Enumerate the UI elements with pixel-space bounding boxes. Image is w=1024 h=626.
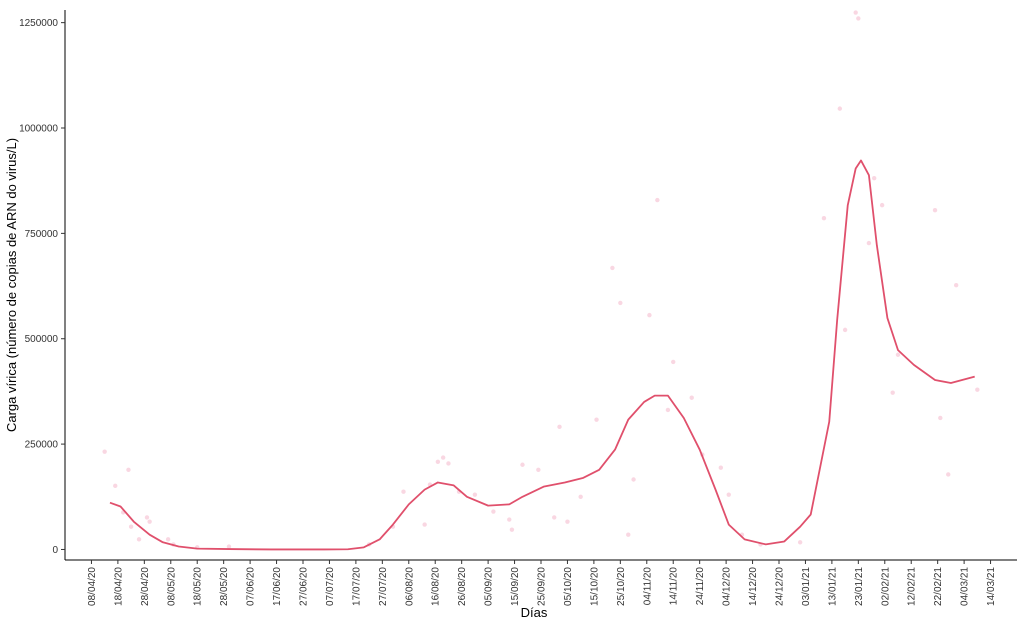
data-point [872, 175, 877, 181]
y-axis-title: Carga vírica (número de copias de ARN do… [4, 138, 19, 432]
data-point [165, 537, 171, 542]
data-point [626, 532, 631, 537]
y-tick-label: 500000 [25, 334, 59, 345]
x-tick-label: 23/01/21 [854, 567, 865, 606]
data-point [136, 537, 142, 542]
x-tick-label: 26/08/20 [457, 567, 468, 606]
data-point [647, 312, 652, 318]
trend-line [109, 159, 975, 551]
data-point [509, 527, 515, 532]
x-tick-label: 08/04/20 [87, 567, 98, 606]
x-tick-label: 14/03/21 [986, 567, 997, 606]
data-point [665, 407, 671, 413]
data-point [837, 106, 843, 111]
data-point [113, 483, 118, 489]
data-point [565, 519, 570, 524]
x-tick-label: 17/07/20 [351, 567, 362, 606]
data-point [594, 417, 599, 422]
y-tick-label: 0 [52, 545, 58, 556]
data-point [932, 207, 938, 213]
data-point [491, 509, 496, 514]
x-tick-label: 06/08/20 [404, 567, 415, 606]
data-point [879, 202, 885, 208]
data-point [853, 10, 858, 15]
data-point [147, 519, 152, 524]
x-tick-label: 24/11/20 [695, 567, 706, 606]
data-point [938, 415, 943, 421]
x-tick-label: 18/05/20 [193, 567, 204, 606]
data-point [552, 515, 557, 520]
x-tick-label: 24/12/20 [775, 567, 786, 606]
data-point [718, 465, 724, 470]
y-tick-label: 1000000 [19, 124, 58, 135]
x-tick-label: 03/01/21 [801, 567, 812, 606]
x-tick-label: 07/06/20 [246, 567, 257, 606]
data-point [226, 544, 232, 549]
data-point [557, 424, 562, 430]
data-point [401, 489, 406, 494]
x-tick-label: 07/07/20 [325, 567, 336, 606]
x-tick-label: 22/02/21 [933, 567, 944, 606]
x-axis-title: Días [521, 605, 548, 620]
data-point [126, 467, 131, 473]
data-point [472, 492, 478, 497]
data-point [618, 300, 623, 306]
x-tick-label: 25/09/20 [537, 567, 548, 606]
x-tick-label: 04/12/20 [722, 567, 733, 606]
data-point [953, 283, 959, 288]
data-point [520, 462, 525, 467]
data-point [144, 515, 150, 520]
data-point [446, 461, 451, 466]
x-tick-label: 27/06/20 [299, 567, 310, 606]
data-point [102, 449, 107, 454]
x-tick-label: 15/09/20 [510, 567, 521, 606]
y-tick-label: 250000 [25, 440, 59, 451]
data-point [726, 492, 731, 497]
x-tick-label: 27/07/20 [378, 567, 389, 606]
data-point [689, 395, 694, 400]
data-point [895, 352, 901, 357]
data-point [578, 494, 583, 499]
x-tick-label: 14/12/20 [748, 567, 759, 606]
x-tick-label: 28/05/20 [219, 567, 230, 606]
data-point [821, 215, 827, 221]
data-point [536, 467, 541, 473]
x-tick-label: 04/11/20 [642, 567, 653, 606]
data-point [422, 522, 427, 527]
x-tick-label: 13/01/21 [827, 567, 838, 606]
data-point [631, 477, 636, 482]
data-point [890, 390, 895, 395]
x-tick-label: 08/05/20 [166, 567, 177, 606]
data-point [975, 387, 980, 392]
y-tick-label: 750000 [25, 229, 59, 240]
x-tick-label: 12/02/21 [907, 567, 918, 606]
x-tick-label: 25/10/20 [616, 567, 627, 606]
data-point [671, 359, 676, 365]
x-tick-label: 02/02/21 [880, 567, 891, 606]
x-tick-label: 18/04/20 [113, 567, 124, 606]
data-point [507, 517, 512, 522]
x-tick-label: 04/03/21 [960, 567, 971, 606]
x-tick-label: 14/11/20 [669, 567, 680, 606]
data-point [610, 265, 615, 271]
data-point [440, 455, 446, 460]
data-point [128, 524, 134, 529]
x-tick-label: 28/04/20 [140, 567, 151, 606]
data-point [842, 327, 848, 333]
data-point [866, 240, 872, 246]
x-tick-label: 05/10/20 [563, 567, 574, 606]
x-tick-label: 05/09/20 [484, 567, 495, 606]
x-tick-label: 16/08/20 [431, 567, 442, 606]
x-tick-label: 15/10/20 [589, 567, 600, 606]
data-point [946, 472, 951, 477]
data-point [435, 459, 441, 465]
data-point [797, 540, 803, 545]
y-tick-label: 1250000 [19, 18, 58, 29]
data-point [655, 197, 660, 203]
x-tick-label: 17/06/20 [272, 567, 283, 606]
data-point [856, 16, 861, 21]
